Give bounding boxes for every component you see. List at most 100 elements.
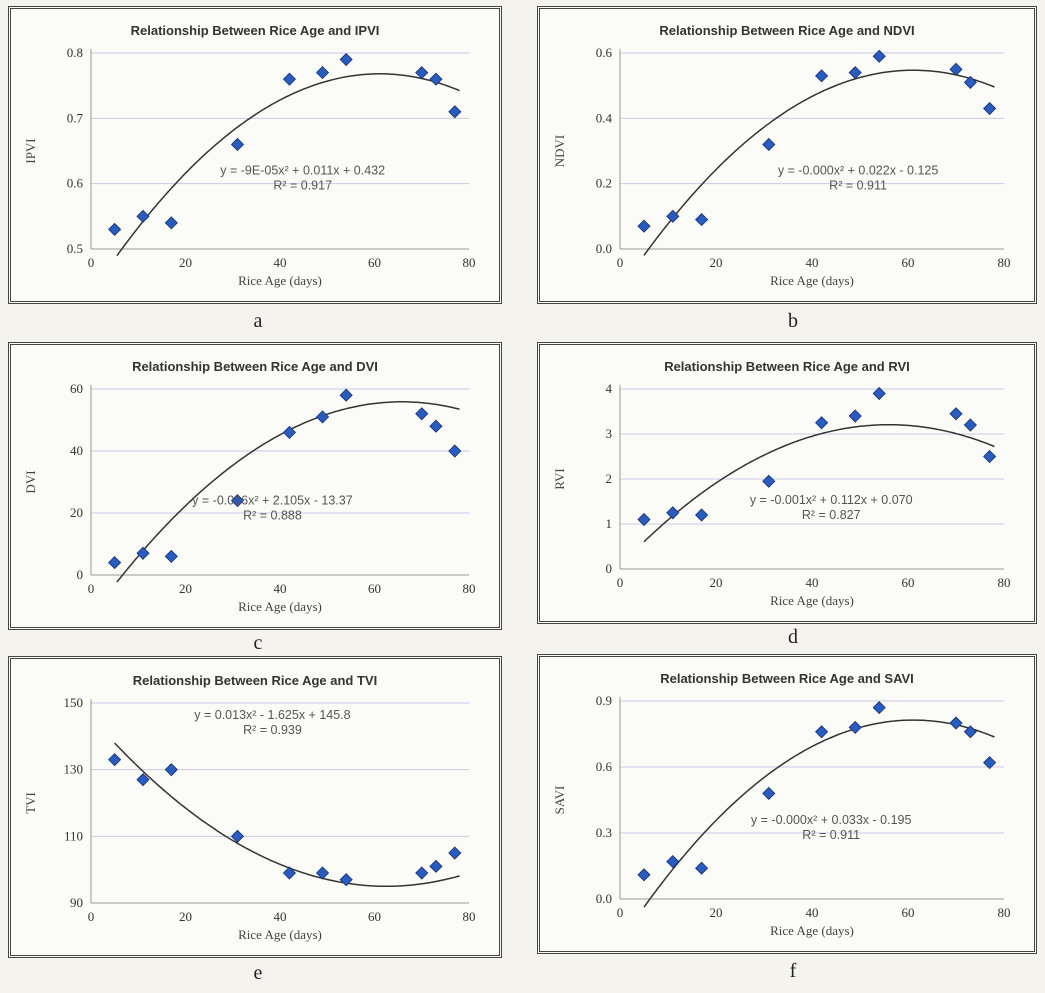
chart-panel-rvi: Relationship Between Rice Age and RVI 0 1 2…	[537, 342, 1037, 624]
y-tick-label: 0.8	[67, 45, 83, 60]
data-point	[448, 444, 462, 458]
data-point	[695, 213, 709, 227]
data-point	[282, 425, 297, 439]
x-tick-label: 60	[368, 255, 381, 270]
chart-panel-tvi: Relationship Between Rice Age and TVI 90 1…	[8, 656, 502, 958]
chart-title: Relationship Between Rice Age and RVI	[664, 359, 910, 374]
data-point	[848, 409, 862, 423]
data-point	[762, 786, 776, 800]
x-tick-label: 80	[998, 255, 1011, 270]
data-point	[637, 868, 651, 882]
x-tick-label: 60	[368, 909, 381, 924]
x-tick-label: 0	[88, 581, 95, 596]
y-tick-label: 0.0	[596, 891, 612, 906]
data-point	[983, 449, 997, 464]
y-tick-label: 1	[606, 516, 613, 531]
data-point	[315, 866, 330, 880]
chart-ndvi: Relationship Between Rice Age and NDVI 0.…	[552, 23, 1011, 288]
trendline	[114, 742, 460, 888]
y-axis-label: DVI	[23, 470, 38, 493]
data-point	[339, 52, 353, 67]
chart-savi: Relationship Between Rice Age and SAVI 0.…	[552, 671, 1011, 938]
caption-d: d	[788, 626, 798, 648]
caption-e: e	[253, 962, 263, 984]
x-axis-label: Rice Age (days)	[770, 593, 854, 608]
y-tick-label: 0.4	[596, 110, 613, 125]
caption-c: c	[253, 632, 263, 654]
x-tick-label: 80	[998, 575, 1011, 590]
y-tick-label: 0.6	[596, 759, 613, 774]
y-tick-label: 0	[77, 567, 84, 582]
trendline	[116, 73, 460, 257]
chart-title: Relationship Between Rice Age and DVI	[132, 359, 378, 374]
y-tick-label: 0.5	[67, 241, 83, 256]
data-point	[949, 716, 963, 730]
y-tick-label: 0.0	[596, 241, 612, 256]
data-point	[339, 873, 353, 887]
data-point	[666, 506, 680, 520]
data-point	[983, 756, 997, 770]
chart-ipvi: Relationship Between Rice Age and IPVI 0.…	[23, 23, 476, 288]
x-axis-label: Rice Age (days)	[770, 273, 854, 288]
y-tick-label: 90	[70, 895, 83, 910]
data-point	[448, 846, 462, 860]
data-point	[762, 137, 776, 152]
y-tick-label: 40	[70, 443, 83, 458]
x-tick-label: 40	[806, 905, 819, 920]
x-tick-label: 80	[998, 905, 1011, 920]
x-tick-label: 60	[368, 581, 381, 596]
data-point	[339, 388, 353, 402]
data-point	[848, 720, 862, 734]
x-tick-label: 40	[806, 255, 819, 270]
chart-rvi: Relationship Between Rice Age and RVI 0 1 2…	[552, 359, 1011, 608]
x-tick-label: 60	[902, 905, 915, 920]
x-tick-label: 20	[710, 255, 723, 270]
x-tick-label: 40	[274, 581, 287, 596]
y-tick-label: 0.6	[596, 45, 613, 60]
data-point	[136, 546, 150, 560]
data-point	[429, 72, 443, 86]
data-point	[963, 725, 977, 739]
chart-panel-dvi: Relationship Between Rice Age and DVI 0 20…	[8, 342, 502, 630]
x-axis-label: Rice Age (days)	[238, 273, 322, 288]
data-point	[949, 62, 963, 76]
data-point	[108, 556, 122, 570]
data-point	[230, 829, 245, 843]
chart-panel-ndvi: Relationship Between Rice Age and NDVI 0.…	[537, 6, 1037, 304]
data-point	[949, 407, 963, 421]
trend-equation: y = -0.001x² + 0.112x + 0.070	[750, 493, 913, 507]
trend-equation: y = -0.016x² + 2.105x - 13.37	[192, 493, 353, 507]
data-point	[429, 859, 443, 873]
chart-title: Relationship Between Rice Age and TVI	[133, 673, 377, 688]
data-point	[815, 725, 829, 739]
data-point	[637, 512, 651, 527]
trend-equation: y = 0.013x² - 1.625x + 145.8	[194, 708, 350, 722]
y-axis-label: NDVI	[552, 135, 567, 168]
data-point	[230, 137, 245, 152]
y-axis-label: SAVI	[552, 786, 567, 815]
y-tick-label: 0.2	[596, 176, 612, 191]
data-point	[963, 418, 977, 432]
data-point	[315, 66, 330, 80]
trend-r-squared: R² = 0.917	[273, 179, 332, 193]
y-tick-label: 0.7	[67, 110, 84, 125]
data-point	[164, 549, 178, 563]
caption-b: b	[788, 310, 798, 332]
x-tick-label: 40	[274, 909, 287, 924]
data-point	[872, 49, 886, 63]
x-tick-label: 20	[710, 905, 723, 920]
data-point	[164, 763, 178, 777]
data-point	[695, 508, 709, 522]
data-point	[164, 216, 178, 230]
trend-equation: y = -0.000x² + 0.022x - 0.125	[778, 164, 939, 178]
y-tick-label: 110	[64, 828, 83, 843]
x-tick-label: 20	[710, 575, 723, 590]
chart-title: Relationship Between Rice Age and IPVI	[131, 23, 380, 38]
x-tick-label: 40	[274, 255, 287, 270]
trend-r-squared: R² = 0.911	[802, 828, 860, 842]
data-point	[108, 753, 122, 767]
x-tick-label: 80	[463, 255, 476, 270]
x-tick-label: 0	[88, 909, 95, 924]
trend-equation: y = -0.000x² + 0.033x - 0.195	[751, 813, 912, 827]
chart-title: Relationship Between Rice Age and NDVI	[659, 23, 914, 38]
